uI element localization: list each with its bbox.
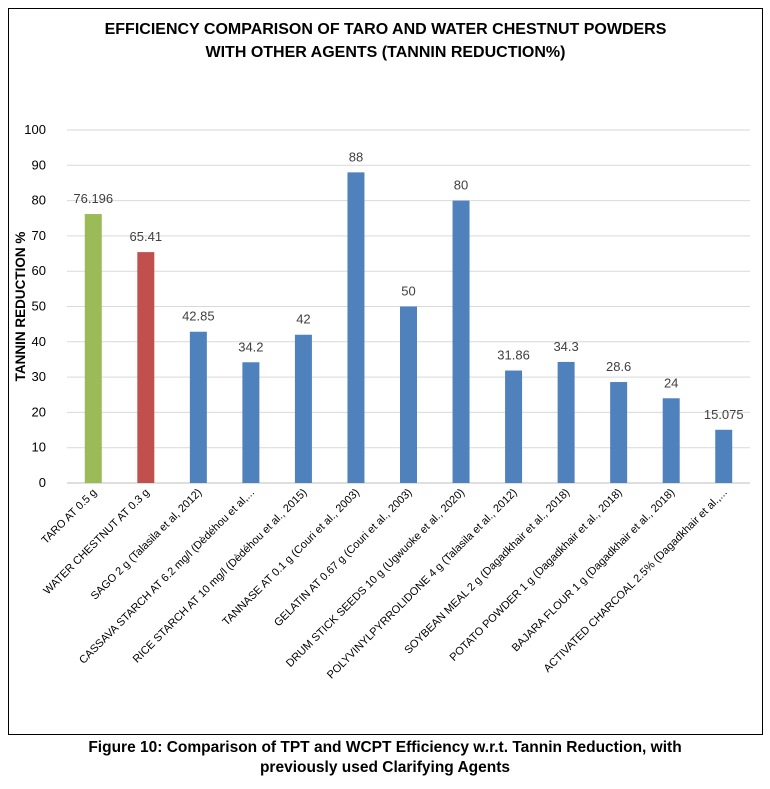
y-tick-label: 10 <box>32 440 46 455</box>
data-labels: 76.196 65.41 42.85 34.2 42 88 50 80 31.86 34.3 28.… <box>73 149 743 421</box>
y-tick-label: 30 <box>32 369 46 384</box>
bar <box>137 252 155 483</box>
chart-title-line-2: WITH OTHER AGENTS (TANNIN REDUCTION%) <box>205 44 566 61</box>
data-label: 76.196 <box>73 191 113 206</box>
x-tick-label: ACTIVATED CHARCOAL 2.5% (Dagadkhair et a… <box>542 487 730 675</box>
y-tick-label: 0 <box>39 475 46 490</box>
x-tick-label: RICE STARCH AT 10 mg/l (Dèdéhou et al., … <box>131 487 310 666</box>
y-tick-label: 70 <box>32 228 46 243</box>
y-tick-label: 40 <box>32 334 46 349</box>
data-label: 65.41 <box>130 229 163 244</box>
bar <box>400 306 417 483</box>
data-label: 28.6 <box>606 359 631 374</box>
x-tick-label: DRUM STICK SEEDS 10 g (Ugwuoke et al., 2… <box>284 487 467 670</box>
chart-title-line-1: EFFICIENCY COMPARISON OF TARO AND WATER … <box>104 21 667 38</box>
x-tick-label: WATER CHESTNUT AT 0.3 g <box>41 487 151 597</box>
data-label: 42 <box>296 312 310 327</box>
y-tick-label: 100 <box>24 122 46 137</box>
data-label: 24 <box>664 375 678 390</box>
data-label: 34.3 <box>553 339 578 354</box>
bar <box>610 382 628 483</box>
x-tick-label: POLYVINYLPYRROLIDONE 4 g (Talasila et al… <box>325 487 520 682</box>
data-label: 80 <box>454 178 468 193</box>
bar <box>557 361 575 483</box>
chart-frame <box>8 8 763 735</box>
chart-title: EFFICIENCY COMPARISON OF TARO AND WATER … <box>8 18 763 64</box>
bar <box>189 331 207 483</box>
data-label: 88 <box>349 149 363 164</box>
figure-caption-line-1: Figure 10: Comparison of TPT and WCPT Ef… <box>88 739 682 756</box>
figure-caption: Figure 10: Comparison of TPT and WCPT Ef… <box>0 738 770 778</box>
bar <box>294 334 312 483</box>
y-tick-label: 80 <box>32 193 46 208</box>
y-tick-label: 20 <box>32 404 46 419</box>
bar <box>452 200 470 483</box>
bar <box>242 362 260 483</box>
bars <box>84 172 733 484</box>
x-tick-label: CASSAVA STARCH AT 6.2 mg/l (Dèdéhou et a… <box>77 487 257 667</box>
x-tick-label: TARO AT 0.5 g <box>39 487 99 547</box>
data-label: 31.86 <box>497 348 530 363</box>
y-tick-label: 90 <box>32 157 46 172</box>
bar <box>505 370 523 483</box>
data-label: 42.85 <box>182 309 215 324</box>
data-label: 15.075 <box>704 407 744 422</box>
figure-caption-line-2: previously used Clarifying Agents <box>259 759 511 776</box>
data-label: 34.2 <box>238 339 263 354</box>
bar <box>662 398 680 483</box>
y-axis-ticks: 0 10 20 30 40 50 60 70 80 90 100 <box>24 122 46 490</box>
x-tick-label: SAGO 2 g (Talasila et al, 2012) <box>89 487 205 603</box>
y-tick-label: 60 <box>32 263 46 278</box>
bar <box>347 172 365 484</box>
bar <box>715 429 733 483</box>
data-label: 50 <box>401 284 415 299</box>
y-tick-label: 50 <box>32 299 46 314</box>
bar <box>84 214 102 483</box>
y-axis-title: TANNIN REDUCTION % <box>13 232 28 382</box>
